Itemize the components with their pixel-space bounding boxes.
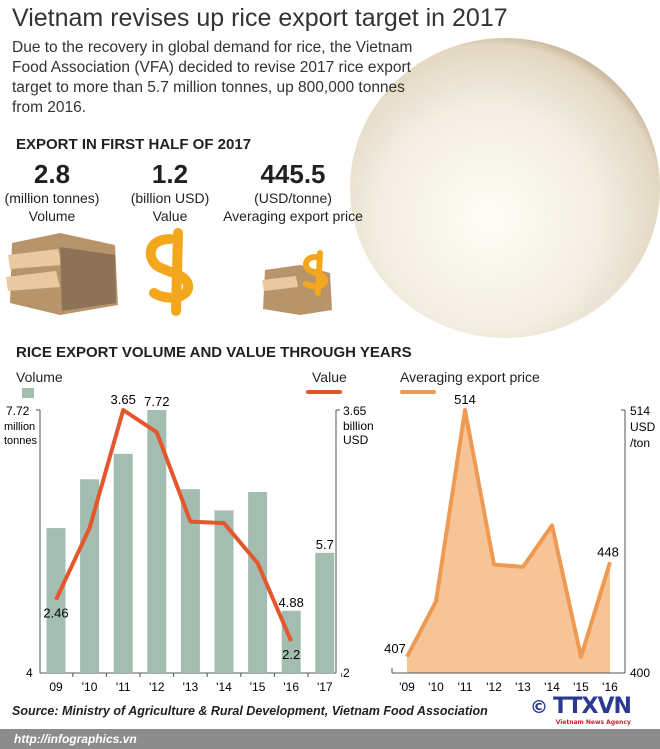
volume-bar [315,552,335,673]
y-axis-unit: tonnes [4,435,38,447]
x-tick-label: '11 [458,680,473,694]
y-axis-unit: USD [343,433,369,447]
stat-unit: (billion USD) [130,190,210,206]
volume-data-label: 4.88 [279,595,304,610]
x-tick-label: '17 [317,680,333,694]
legend-price-swatch [400,390,436,394]
rice-sack-image [350,38,660,338]
value-data-label: 3.65 [111,392,136,407]
stat-unit: (USD/tonne) [254,190,332,206]
y-axis-unit: million [4,421,35,433]
stats-row: 2.8 (million tonnes) Volume 1.2 (billion… [0,159,372,225]
x-tick-label: '09 [399,680,415,694]
y-tick-label: 514 [630,404,650,418]
legend-volume-swatch [22,388,34,398]
intro-text: Due to the recovery in global demand for… [12,39,413,116]
value-data-label: 2.46 [43,606,68,621]
volume-data-label: 5.7 [316,537,334,552]
stat-label: Volume [28,208,76,224]
price-data-label: 407 [384,641,406,656]
price-line [405,408,612,659]
page-title: Vietnam revises up rice export target in… [12,4,508,32]
sacks-dollar-icon [262,250,332,315]
charts: 09 '10 '11 '12 7.72 '13 '14 '15 '16 4.88 '17 5.7 2.4… [4,392,656,694]
footer-url[interactable]: http://infographics.vn [14,732,137,746]
x-tick-label: '10 [428,680,444,694]
stat-unit: (million tonnes) [4,190,100,206]
legend-price: Averaging export price [400,369,540,385]
x-tick-label: '10 [82,680,98,694]
value-line [54,408,294,642]
stat-value: 445.5 [260,159,326,189]
stat-label: Value [152,208,188,224]
x-tick-label: '14 [216,680,232,694]
legend-value: Value [312,369,347,385]
footer-bar: http://infographics.vn [0,729,660,749]
x-tick-label: '13 [183,680,199,694]
legend-volume: Volume [16,369,63,385]
y-axis-unit: billion [343,419,374,433]
volume-bar [113,453,133,673]
y-tick-label: 2 [343,666,350,680]
stat-label: Averaging export price [223,208,363,224]
value-data-label: 2.2 [282,647,300,662]
y-tick-label: 4 [26,666,33,680]
x-tick-label: '15 [573,680,589,694]
x-tick-label: '16 [602,680,618,694]
x-tick-label: '12 [486,680,502,694]
volume-bar [248,492,268,673]
price-data-label: 448 [597,544,619,559]
stat-price: 445.5 (USD/tonne) Averaging export price [214,159,372,225]
y-axis-unit: /ton [630,436,650,450]
stat-icons [6,228,332,316]
x-tick-label: '15 [250,680,266,694]
volume-bar [147,410,167,673]
dollar-icon [145,228,193,316]
rice-sacks-icon [6,233,118,315]
x-tick-label: '14 [544,680,560,694]
volume-bar [180,489,200,673]
logo-sub: Vietnam News Agency [555,719,631,726]
export-heading: EXPORT IN FIRST HALF OF 2017 [16,136,252,153]
stat-value: 2.8 [33,159,71,189]
x-tick-label: '12 [149,680,165,694]
volume-bar [281,610,301,673]
stat-value-usd: 1.2 (billion USD) Value [125,159,215,225]
price-data-label: 514 [454,392,476,407]
x-tick-label: 09 [49,680,63,694]
volume-bar [46,528,66,673]
chart-heading: RICE EXPORT VOLUME AND VALUE THROUGH YEA… [16,344,412,361]
volume-bar [80,479,100,673]
x-tick-label: '16 [283,680,299,694]
ttxvn-logo: © TTXVN Vietnam News Agency [530,694,632,727]
y-tick-label: 7.72 [6,404,30,418]
x-tick-label: '11 [116,680,131,694]
y-tick-label: 400 [630,666,650,680]
logo-name: TTXVN [553,694,632,719]
left-column: Due to the recovery in global demand for… [0,38,412,320]
x-tick-label: '13 [515,680,531,694]
volume-data-label: 7.72 [144,394,169,409]
volume-bar [214,510,234,673]
price-area [407,410,610,673]
copyright-icon: © [530,697,548,718]
y-tick-label: 3.65 [343,404,367,418]
source-text: Source: Ministry of Agriculture & Rural … [12,704,488,718]
stat-volume: 2.8 (million tonnes) Volume [0,159,104,225]
legend-value-swatch [306,390,342,394]
y-axis-unit: USD [630,420,656,434]
stat-value: 1.2 [151,159,189,189]
